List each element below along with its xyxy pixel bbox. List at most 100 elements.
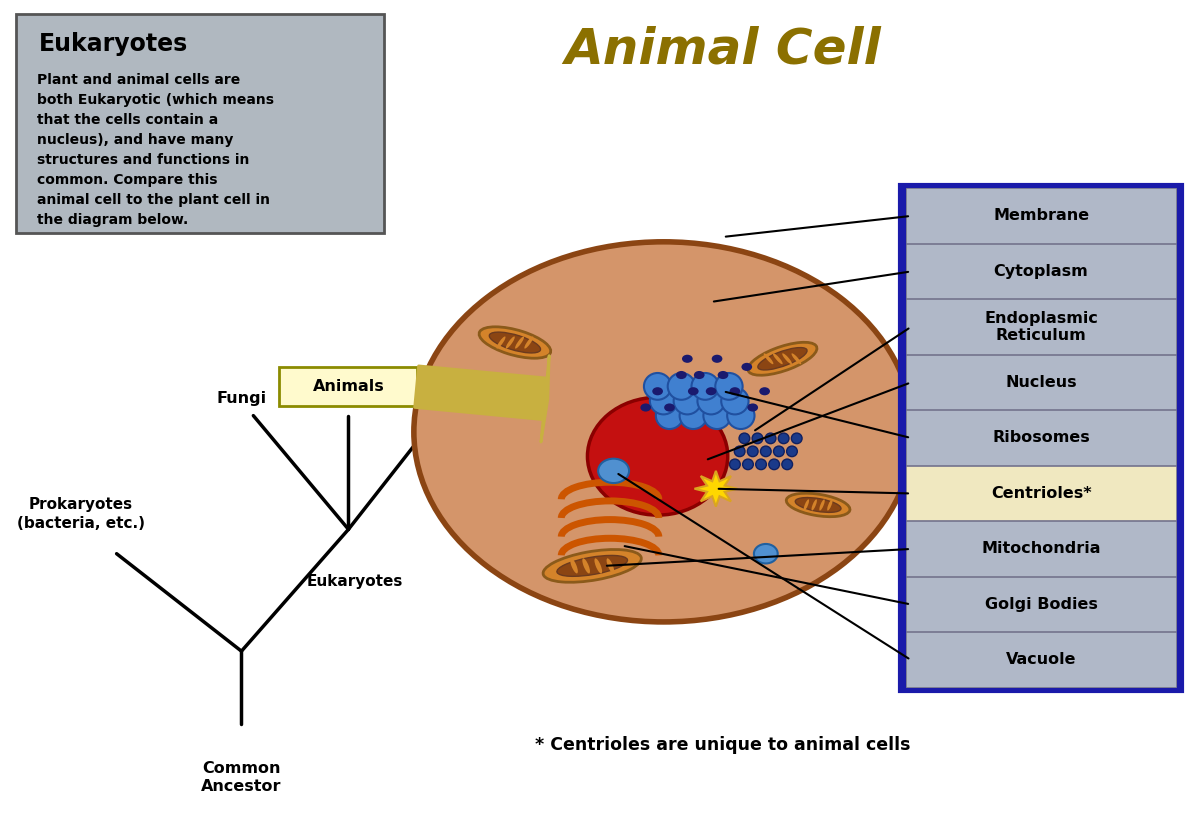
Ellipse shape [656,403,683,429]
Ellipse shape [653,387,662,395]
Text: Golgi Bodies: Golgi Bodies [985,597,1098,612]
Text: Cytoplasm: Cytoplasm [994,264,1088,279]
Ellipse shape [748,446,758,456]
FancyBboxPatch shape [906,410,1176,465]
Ellipse shape [760,387,770,395]
Text: Eukaryotes: Eukaryotes [40,33,188,56]
Ellipse shape [739,433,750,443]
Ellipse shape [570,558,578,574]
Ellipse shape [779,433,788,443]
Ellipse shape [490,332,540,353]
Ellipse shape [694,371,704,379]
Polygon shape [695,471,737,507]
Ellipse shape [664,403,674,412]
Ellipse shape [782,459,792,469]
Ellipse shape [730,459,740,469]
Text: * Centrioles are unique to animal cells: * Centrioles are unique to animal cells [535,737,911,755]
Ellipse shape [796,498,841,513]
Ellipse shape [524,337,533,349]
Text: Animals: Animals [312,379,384,394]
Ellipse shape [782,354,792,364]
Ellipse shape [758,347,808,370]
Ellipse shape [582,558,590,574]
Ellipse shape [588,398,727,515]
Ellipse shape [748,342,817,375]
Ellipse shape [756,459,767,469]
Ellipse shape [479,327,551,359]
Ellipse shape [718,371,728,379]
Text: Membrane: Membrane [994,209,1090,223]
Text: Plant and animal cells are
both Eukaryotic (which means
that the cells contain a: Plant and animal cells are both Eukaryot… [37,73,274,227]
FancyBboxPatch shape [906,244,1176,298]
Ellipse shape [650,388,677,414]
Ellipse shape [673,388,701,414]
FancyBboxPatch shape [900,185,1182,691]
Text: Ribosomes: Ribosomes [992,430,1090,446]
Ellipse shape [763,354,774,364]
Ellipse shape [598,459,629,483]
Text: Endoplasmic
Reticulum: Endoplasmic Reticulum [984,311,1098,343]
Ellipse shape [761,446,772,456]
Text: Animal Cell: Animal Cell [565,26,881,73]
Ellipse shape [697,388,725,414]
Ellipse shape [703,403,731,429]
Text: Eukaryotes: Eukaryotes [306,574,402,589]
Text: Vacuole: Vacuole [1006,653,1076,667]
Ellipse shape [682,355,692,363]
Ellipse shape [752,433,763,443]
Ellipse shape [712,355,722,363]
Ellipse shape [743,459,754,469]
Ellipse shape [773,354,782,364]
FancyBboxPatch shape [906,355,1176,409]
Ellipse shape [706,387,716,395]
Ellipse shape [679,403,707,429]
Ellipse shape [727,403,755,429]
Text: Fungi: Fungi [216,391,266,406]
Ellipse shape [497,337,505,349]
Ellipse shape [505,337,515,349]
Ellipse shape [557,556,628,576]
Ellipse shape [730,387,740,395]
Text: Plants: Plants [421,391,478,406]
Ellipse shape [792,354,802,364]
Ellipse shape [691,373,719,400]
Ellipse shape [820,500,824,510]
Ellipse shape [766,433,776,443]
Ellipse shape [515,337,524,349]
Text: Common
Ancestor: Common Ancestor [202,761,282,795]
Ellipse shape [667,373,695,400]
Ellipse shape [786,493,850,517]
Ellipse shape [676,371,686,379]
Text: Prokaryotes
(bacteria, etc.): Prokaryotes (bacteria, etc.) [17,497,145,531]
Ellipse shape [827,500,833,510]
FancyBboxPatch shape [906,522,1176,576]
Ellipse shape [742,363,752,371]
Ellipse shape [748,403,758,412]
FancyBboxPatch shape [906,299,1176,354]
Ellipse shape [811,500,817,510]
FancyBboxPatch shape [16,14,384,233]
FancyBboxPatch shape [280,367,418,406]
Ellipse shape [594,558,602,574]
FancyBboxPatch shape [906,577,1176,632]
Text: Centrioles*: Centrioles* [991,486,1091,501]
Ellipse shape [715,373,743,400]
Ellipse shape [644,373,671,400]
FancyBboxPatch shape [906,632,1176,687]
Ellipse shape [414,242,913,622]
Ellipse shape [804,500,809,510]
FancyBboxPatch shape [906,188,1176,243]
Ellipse shape [769,459,780,469]
Ellipse shape [721,388,749,414]
Text: Mitochondria: Mitochondria [982,541,1100,557]
Ellipse shape [787,446,797,456]
Ellipse shape [791,433,802,443]
Ellipse shape [734,446,745,456]
Ellipse shape [754,544,778,563]
FancyBboxPatch shape [906,465,1176,521]
Ellipse shape [688,387,698,395]
Text: Nucleus: Nucleus [1006,375,1076,390]
Ellipse shape [774,446,785,456]
Ellipse shape [544,549,641,582]
Ellipse shape [606,558,614,574]
